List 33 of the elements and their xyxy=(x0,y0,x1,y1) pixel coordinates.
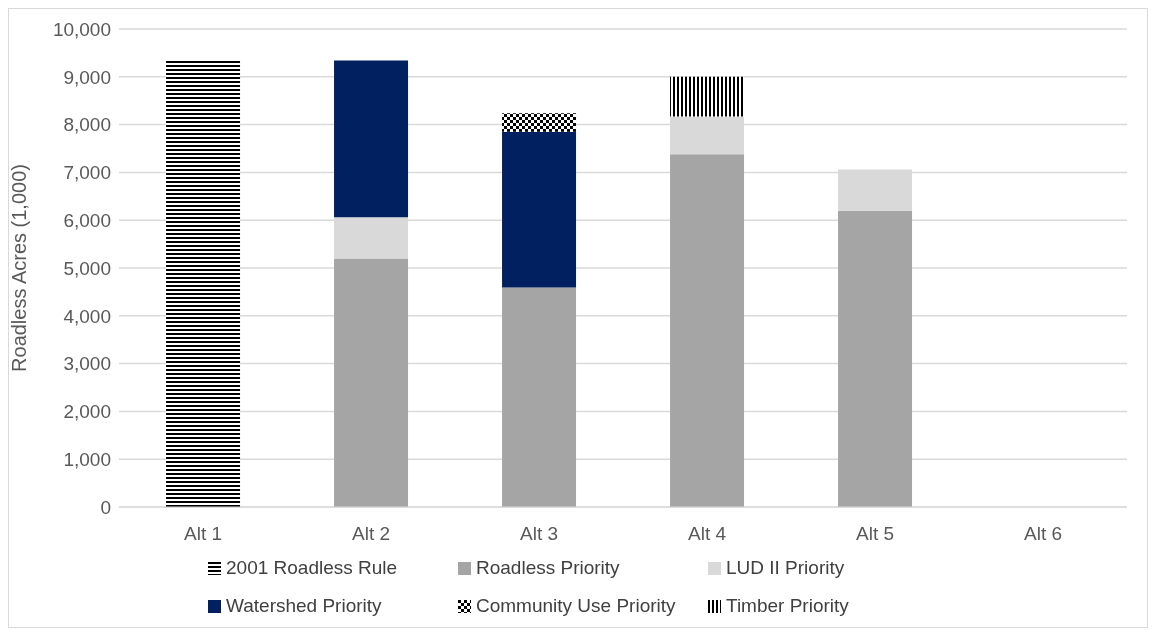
bar xyxy=(838,210,913,507)
y-tick-label: 3,000 xyxy=(63,353,111,375)
y-tick-label: 2,000 xyxy=(63,401,111,423)
y-tick-label: 5,000 xyxy=(63,257,111,279)
y-tick-label: 0 xyxy=(100,496,111,518)
legend-label: Watershed Priority xyxy=(226,595,382,617)
legend-label: 2001 Roadless Rule xyxy=(226,557,398,579)
bar xyxy=(334,258,409,507)
bar xyxy=(502,113,577,132)
y-tick-label: 7,000 xyxy=(63,162,111,184)
legend-label: Community Use Priority xyxy=(476,595,676,617)
bar xyxy=(502,287,577,507)
y-tick-label: 10,000 xyxy=(52,18,111,40)
y-axis-title: Roadless Acres (1,000) xyxy=(8,164,31,372)
legend-label: LUD II Priority xyxy=(726,557,845,579)
y-tick-label: 4,000 xyxy=(63,305,111,327)
bar xyxy=(166,59,241,507)
x-tick-label: Alt 6 xyxy=(1023,523,1063,545)
bar xyxy=(502,131,577,288)
y-tick-label: 6,000 xyxy=(63,209,111,231)
bar xyxy=(670,76,745,117)
x-tick-label: Alt 1 xyxy=(183,523,223,545)
y-tick-label: 1,000 xyxy=(63,448,111,470)
y-tick-label: 9,000 xyxy=(63,66,111,88)
x-tick-label: Alt 2 xyxy=(351,523,391,545)
y-tick-label: 8,000 xyxy=(63,114,111,136)
legend-label: Roadless Priority xyxy=(476,557,620,579)
bar xyxy=(334,60,409,218)
bar xyxy=(670,154,745,507)
x-tick-label: Alt 3 xyxy=(519,523,559,545)
x-tick-label: Alt 4 xyxy=(687,523,727,545)
legend-label: Timber Priority xyxy=(726,595,849,617)
x-tick-label: Alt 5 xyxy=(855,523,895,545)
